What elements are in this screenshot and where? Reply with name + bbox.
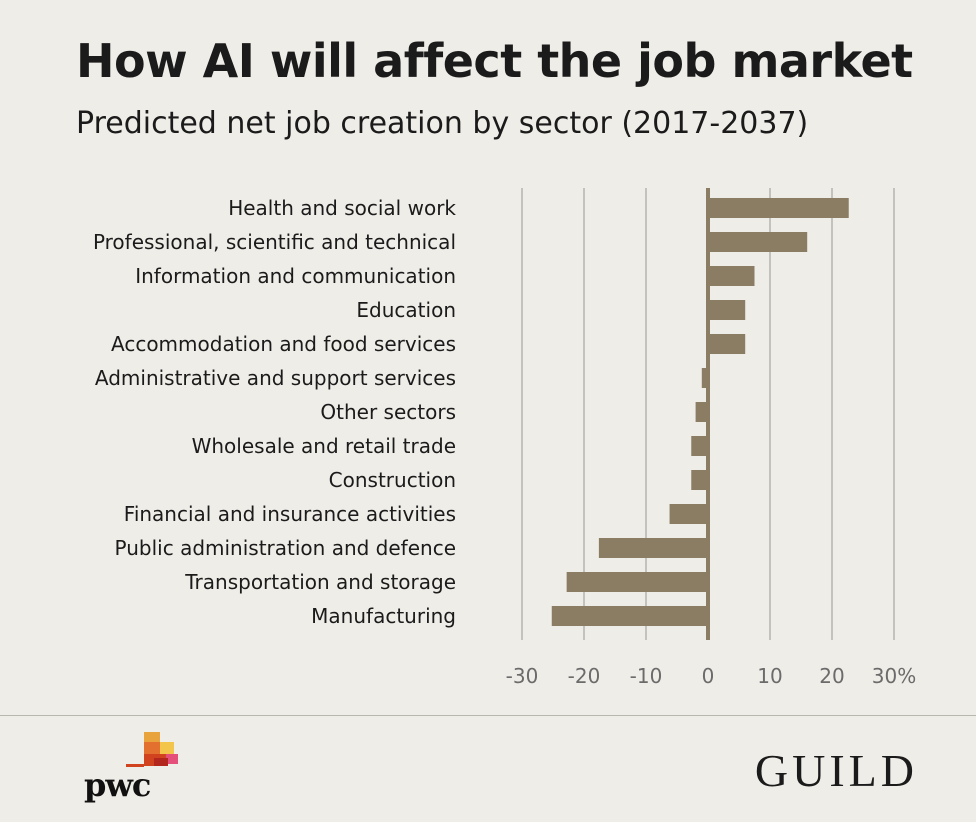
category-label: Other sectors <box>320 400 456 424</box>
category-label: Information and communication <box>135 264 456 288</box>
gridlines <box>521 188 895 640</box>
tick-label: 0 <box>702 664 715 688</box>
pwc-logo-mark-icon <box>126 732 178 767</box>
bar <box>566 572 708 592</box>
guild-logo: GUILD <box>754 745 918 796</box>
category-label: Professional, scientific and technical <box>93 230 456 254</box>
category-label: Transportation and storage <box>184 570 456 594</box>
bar <box>708 334 746 354</box>
bars <box>551 198 849 626</box>
bar <box>691 470 708 490</box>
tick-label: -20 <box>568 664 601 688</box>
category-label: Manufacturing <box>311 604 456 628</box>
tick-label: 30% <box>872 664 916 688</box>
footer-divider <box>0 715 976 716</box>
bar-chart: Health and social work Professional, scie… <box>93 188 917 688</box>
category-label: Health and social work <box>228 196 456 220</box>
bar <box>708 300 746 320</box>
tick-label: 20 <box>819 664 844 688</box>
category-label: Accommodation and food services <box>111 332 456 356</box>
category-label: Wholesale and retail trade <box>192 434 456 458</box>
bar <box>701 368 708 388</box>
pwc-logo: pwc <box>84 732 184 804</box>
tick-label: 10 <box>757 664 782 688</box>
category-label: Construction <box>329 468 456 492</box>
tick-labels: -30 -20 -10 0 10 20 30% <box>506 664 917 688</box>
bar <box>691 436 708 456</box>
bar <box>695 402 708 422</box>
tick-label: -30 <box>506 664 539 688</box>
chart-title: How AI will affect the job market <box>76 34 913 88</box>
tick-label: -10 <box>630 664 663 688</box>
bar <box>669 504 708 524</box>
pwc-wordmark: pwc <box>84 766 151 804</box>
bar <box>598 538 708 558</box>
category-label: Financial and insurance activities <box>124 502 456 526</box>
category-label: Education <box>356 298 456 322</box>
category-label: Administrative and support services <box>95 366 456 390</box>
bar <box>551 606 708 626</box>
category-label: Public administration and defence <box>115 536 456 560</box>
category-labels: Health and social work Professional, scie… <box>93 196 456 628</box>
chart-subtitle: Predicted net job creation by sector (20… <box>76 106 809 141</box>
bar <box>708 198 849 218</box>
bar <box>708 232 808 252</box>
bar <box>708 266 755 286</box>
